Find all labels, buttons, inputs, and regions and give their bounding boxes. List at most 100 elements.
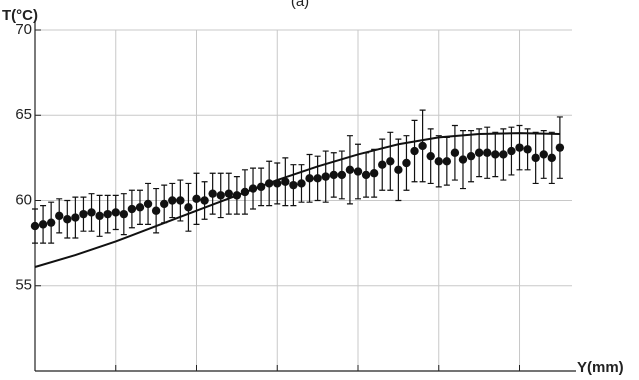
data-point: [87, 193, 96, 232]
x-tick-label: 6: [273, 377, 281, 380]
point: [499, 150, 508, 159]
point: [135, 203, 145, 212]
point: [224, 189, 234, 198]
point: [523, 145, 532, 154]
data-point: [394, 138, 403, 202]
point: [418, 141, 427, 151]
data-point: [386, 131, 395, 191]
point: [507, 146, 516, 156]
data-point: [46, 201, 56, 244]
data-point: [135, 189, 145, 225]
data-point: [426, 128, 435, 185]
data-point: [434, 135, 443, 188]
data-point: [208, 172, 217, 215]
point: [378, 160, 387, 169]
data-point: [410, 119, 419, 183]
y-tick-label: 70: [15, 21, 32, 38]
data-point: [176, 179, 185, 222]
data-point: [305, 153, 314, 203]
point: [305, 174, 314, 183]
point: [95, 211, 104, 221]
data-point: [192, 172, 201, 225]
data-point: [111, 194, 120, 231]
data-point: [143, 182, 153, 225]
data-point: [160, 184, 169, 224]
y-axis-label: T(°C): [2, 7, 38, 24]
point: [297, 179, 306, 188]
data-point: [402, 135, 411, 191]
point: [321, 172, 330, 181]
data-point: [119, 193, 129, 236]
point: [434, 157, 443, 166]
data-point: [450, 124, 460, 181]
data-point: [466, 129, 476, 183]
data-point: [184, 182, 193, 232]
data-point: [442, 136, 452, 186]
x-tick-label: 10: [430, 377, 447, 380]
point: [531, 153, 540, 163]
point: [394, 165, 403, 175]
point: [458, 155, 468, 164]
point: [450, 148, 460, 157]
y-tick-label: 55: [15, 277, 32, 294]
point: [87, 208, 96, 217]
data-point: [539, 129, 548, 179]
point: [127, 204, 137, 214]
point: [386, 157, 395, 166]
point: [474, 148, 484, 157]
point: [168, 196, 177, 205]
point: [216, 191, 225, 200]
data-point: [103, 194, 112, 234]
point: [46, 218, 56, 227]
point: [63, 215, 72, 224]
point: [426, 151, 435, 161]
data-point: [515, 124, 524, 171]
point: [483, 148, 492, 157]
point: [369, 169, 379, 178]
point: [345, 165, 355, 175]
point: [329, 170, 338, 180]
data-point: [63, 199, 72, 239]
point: [547, 153, 557, 163]
data-point: [474, 128, 484, 178]
x-tick-label: 4: [192, 377, 200, 380]
data-point: [353, 143, 363, 200]
data-point: [95, 194, 104, 237]
point: [491, 150, 500, 159]
point: [289, 180, 298, 190]
point: [208, 189, 217, 198]
point: [555, 143, 565, 152]
chart-title: (a): [291, 0, 309, 10]
point: [410, 146, 419, 156]
point: [151, 206, 161, 215]
data-point: [38, 205, 48, 244]
point: [79, 209, 88, 219]
data-point: [329, 152, 338, 198]
data-point: [458, 129, 468, 190]
data-point: [483, 126, 492, 179]
point: [119, 209, 129, 219]
point: [38, 220, 48, 229]
point: [192, 194, 201, 203]
data-point: [55, 198, 64, 234]
data-point: [216, 172, 225, 219]
point: [55, 211, 64, 221]
point: [200, 196, 209, 205]
data-point: [491, 131, 500, 178]
x-axis-label: Y(mm): [577, 359, 624, 376]
data-point: [273, 162, 282, 205]
point: [361, 170, 371, 180]
point: [71, 213, 80, 222]
point: [160, 199, 169, 209]
data-point: [127, 189, 137, 229]
point: [313, 174, 322, 183]
data-point: [337, 150, 347, 200]
point: [143, 199, 153, 209]
data-point: [418, 109, 427, 183]
point: [30, 221, 40, 231]
point: [515, 143, 524, 152]
data-point: [555, 116, 565, 179]
data-point: [168, 182, 177, 219]
point: [353, 167, 363, 176]
data-point: [313, 155, 322, 202]
